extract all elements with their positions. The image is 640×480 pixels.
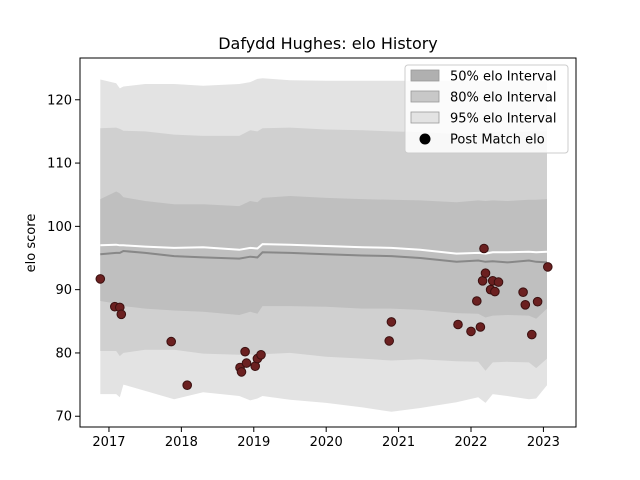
post-match-point <box>472 296 482 306</box>
x-tick-label: 2020 <box>310 435 343 450</box>
x-tick-label: 2021 <box>382 435 415 450</box>
post-match-point <box>116 309 127 320</box>
post-match-point <box>236 367 247 377</box>
post-match-point <box>532 296 543 307</box>
y-tick-label: 100 <box>47 220 72 235</box>
upper-elo-line <box>100 243 548 255</box>
legend-label: 80% elo Interval <box>450 91 557 106</box>
post-match-point <box>480 268 491 279</box>
post-match-point <box>241 358 252 368</box>
mean-elo-lines <box>100 243 548 264</box>
post-match-point <box>479 243 489 254</box>
legend: 50% elo Interval 80% elo Interval 95% elo … <box>404 64 569 154</box>
x-axis: 2017 2018 2019 2020 2021 2022 2023 <box>92 427 560 450</box>
legend-label: 95% elo Interval <box>450 112 557 127</box>
post-match-point <box>166 336 176 347</box>
legend-label: 50% elo Interval <box>450 70 557 85</box>
y-tick-label: 90 <box>55 283 72 298</box>
post-match-point <box>453 319 463 330</box>
legend-swatch <box>410 90 440 103</box>
x-tick-label: 2018 <box>165 435 198 450</box>
post-match-point <box>543 262 553 272</box>
post-match-point <box>384 336 395 346</box>
post-match-point <box>256 350 266 360</box>
band-50-area <box>100 191 548 319</box>
x-tick-label: 2022 <box>454 435 487 450</box>
legend-swatch <box>410 69 440 82</box>
y-tick-label: 110 <box>47 157 72 172</box>
chart-title: Dafydd Hughes: elo History <box>218 34 438 53</box>
x-tick-label: 2023 <box>527 435 560 450</box>
post-match-point <box>466 326 476 337</box>
plot-area <box>95 78 553 412</box>
post-match-points <box>95 243 553 391</box>
mean-elo-line <box>100 249 548 264</box>
y-tick-label: 120 <box>47 93 72 108</box>
interval-50-band <box>100 191 548 319</box>
post-match-point <box>518 287 528 298</box>
legend-label: Post Match elo <box>450 133 545 148</box>
post-match-point <box>386 317 397 327</box>
legend-box <box>404 64 569 154</box>
x-tick-label: 2017 <box>92 435 125 450</box>
post-match-point <box>527 329 537 340</box>
legend-marker <box>419 133 431 145</box>
post-match-point <box>493 277 504 287</box>
y-tick-label: 80 <box>55 346 72 361</box>
y-tick-label: 70 <box>55 410 72 425</box>
post-match-point <box>182 380 192 391</box>
legend-swatch <box>410 111 440 124</box>
x-tick-label: 2019 <box>237 435 270 450</box>
y-axis: 70 80 90 100 110 120 <box>47 93 80 425</box>
post-match-point <box>475 322 486 332</box>
plot-frame <box>79 57 577 428</box>
post-match-point <box>240 346 250 357</box>
y-axis-label: elo score <box>24 214 39 273</box>
post-match-point <box>490 286 500 297</box>
post-match-point <box>520 300 531 310</box>
post-match-point <box>95 274 106 284</box>
